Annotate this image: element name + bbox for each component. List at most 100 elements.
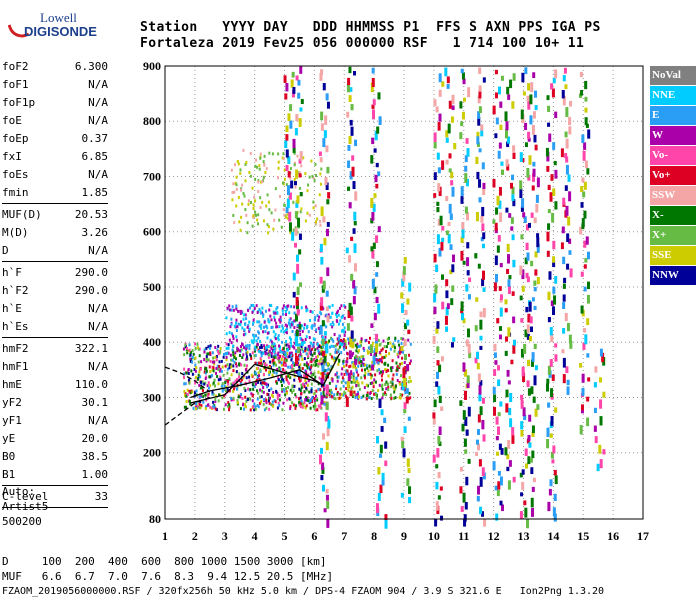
echo-point [230,363,233,367]
interference-mark [349,119,353,126]
echo-point [333,356,336,360]
interference-mark [437,122,441,131]
param-value: 110.0 [74,378,108,391]
echo-point [292,403,295,407]
echo-point [260,323,263,327]
x-tick-label: 8 [371,529,377,543]
echo-point [343,372,346,376]
echo-point [308,175,311,179]
echo-point [377,361,380,365]
echo-point [330,365,333,369]
interference-mark [499,476,503,486]
echo-point [254,361,257,365]
interference-mark [580,89,584,96]
echo-point [198,383,201,387]
interference-mark [519,180,523,190]
echo-point [375,396,378,400]
echo-point [317,364,320,368]
interference-mark [479,380,483,386]
interference-mark [436,371,440,379]
interference-mark [550,388,554,398]
param-value: 3.26 [81,226,109,239]
echo-point [276,336,279,340]
echo-point [280,370,283,374]
interference-mark [350,126,354,136]
echo-point [221,365,224,369]
header-values: Fortaleza 2019 Fev25 056 000000 RSF 1 71… [140,36,585,51]
echo-point [313,351,316,355]
echo-point [337,350,340,354]
interference-mark [346,82,350,93]
interference-mark [498,142,502,149]
param-name: foEs [2,168,29,181]
echo-point [338,337,341,341]
echo-point [353,380,356,384]
interference-mark [581,387,585,396]
echo-point [198,395,201,399]
echo-point [285,375,288,379]
echo-point [253,349,256,353]
interference-mark [532,396,536,403]
echo-point [284,393,287,397]
echo-point [344,330,347,334]
echo-point [196,377,199,381]
interference-mark [512,199,516,207]
echo-point [271,400,274,404]
interference-mark [519,152,523,163]
interference-mark [496,451,500,456]
echo-point [260,395,263,399]
interference-mark [290,79,294,88]
echo-point [332,339,335,343]
interference-mark [381,472,385,481]
interference-mark [493,282,497,292]
echo-point [311,344,314,348]
y-tick-label: 500 [143,280,161,294]
echo-point [364,363,367,367]
echo-point [392,373,395,377]
echo-point [301,382,304,386]
param-value: N/A [88,360,108,373]
echo-point [189,402,192,406]
echo-point [205,393,208,397]
interference-mark [547,209,551,214]
echo-point [358,387,361,391]
echo-point [305,364,308,368]
interference-mark [377,492,381,501]
echo-point [251,310,254,314]
echo-point [330,355,333,359]
interference-mark [564,131,568,138]
echo-point [289,337,292,341]
echo-point [279,195,282,199]
interference-mark [554,354,558,362]
echo-point [185,400,188,404]
interference-mark [523,500,527,506]
interference-mark [475,211,479,222]
interference-mark [552,240,556,250]
interference-mark [348,135,352,145]
echo-point [235,370,238,374]
echo-point [251,224,254,228]
echo-point [224,364,227,368]
echo-point [367,369,370,373]
echo-point [259,350,262,354]
interference-mark [375,183,379,189]
interference-mark [481,206,485,217]
interference-mark [581,177,585,183]
interference-mark [375,261,379,268]
interference-mark [474,253,478,259]
interference-mark [535,194,539,203]
interference-mark [554,475,558,485]
echo-point [291,354,294,358]
echo-point [306,325,309,329]
interference-mark [295,114,299,122]
echo-point [191,355,194,359]
echo-point [276,311,279,315]
interference-mark [292,87,296,94]
echo-point [237,322,240,326]
param-separator [2,203,108,204]
echo-point [298,379,301,383]
echo-point [286,398,289,402]
echo-point [191,372,194,376]
echo-point [245,355,248,359]
echo-point [244,404,247,408]
